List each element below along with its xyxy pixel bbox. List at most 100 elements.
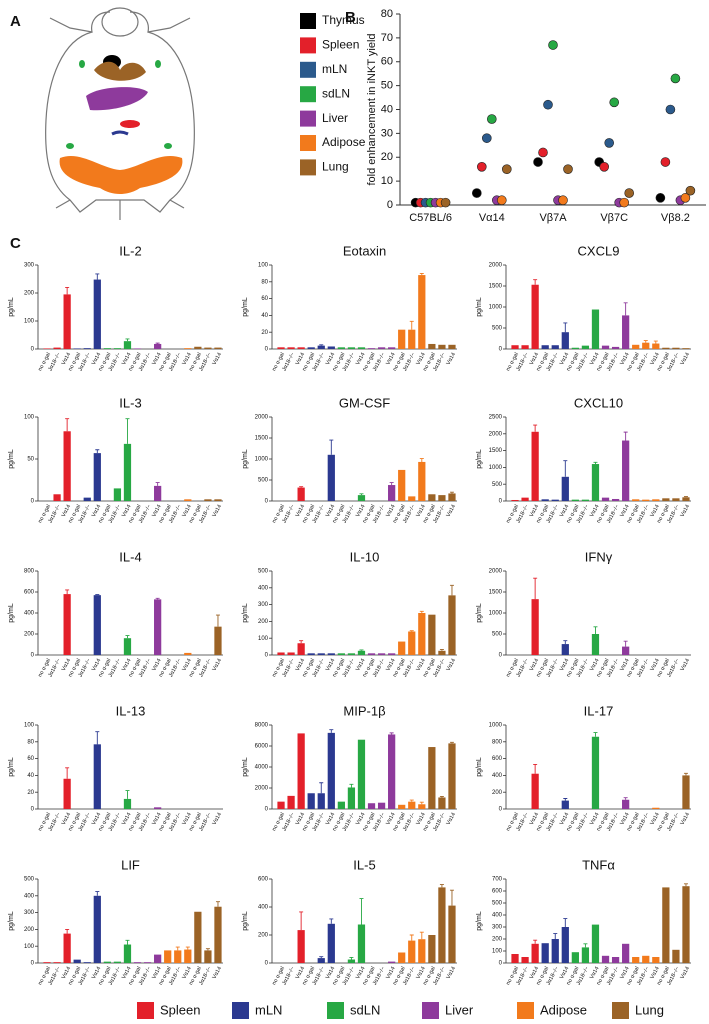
y-tick-label: 30 xyxy=(381,127,393,139)
bar xyxy=(601,955,610,963)
bar xyxy=(672,347,680,349)
x-tick-label: Vα14 xyxy=(446,966,457,980)
y-tick-label: 800 xyxy=(24,569,35,575)
bar xyxy=(93,895,101,963)
error-bar xyxy=(95,731,100,745)
bar xyxy=(63,294,71,349)
error-bar xyxy=(215,901,220,907)
bar xyxy=(511,345,519,349)
bar xyxy=(448,595,456,655)
y-tick-label: 0 xyxy=(31,807,35,813)
y-tick-label: 100 xyxy=(24,319,35,325)
y-tick-label: 400 xyxy=(258,905,269,911)
bar xyxy=(682,348,690,349)
bar xyxy=(184,652,192,655)
error-bar xyxy=(653,340,658,344)
y-axis-label: pg/mL xyxy=(476,449,483,469)
y-tick-label: 50 xyxy=(381,80,393,92)
bar xyxy=(214,499,222,501)
bar xyxy=(521,957,529,963)
panel-label: C xyxy=(10,235,21,252)
y-tick-label: 0 xyxy=(499,961,503,967)
bar xyxy=(347,787,356,809)
y-axis-label: pg/mL xyxy=(476,603,483,623)
bar xyxy=(398,952,406,963)
x-tick-label: Vα14 xyxy=(559,352,570,366)
y-tick-label: 0 xyxy=(265,499,269,505)
y-tick-label: 1500 xyxy=(489,590,503,596)
bar xyxy=(531,599,539,655)
bar xyxy=(327,653,335,655)
error-bar xyxy=(623,302,628,316)
error-bar xyxy=(299,640,304,644)
x-tick-label: Vα14 xyxy=(680,966,691,980)
bar xyxy=(408,940,416,963)
chart-title: IL-4 xyxy=(119,549,141,564)
y-tick-label: 2000 xyxy=(255,786,269,792)
bar xyxy=(388,347,396,349)
y-tick-label: 60 xyxy=(261,296,268,302)
error-bar xyxy=(65,928,70,934)
sdln xyxy=(155,60,161,68)
bar xyxy=(622,799,630,809)
x-tick-label: Vα14 xyxy=(91,352,102,366)
chart-title: CXCL9 xyxy=(578,243,620,258)
error-bar xyxy=(683,772,688,776)
y-tick-label: 200 xyxy=(24,291,35,297)
error-bar xyxy=(65,286,70,295)
y-tick-label: 800 xyxy=(492,739,503,745)
y-axis-label: pg/mL xyxy=(242,449,249,469)
x-tick-label: Vα14 xyxy=(91,812,102,826)
y-tick-label: 1000 xyxy=(489,723,503,729)
y-tick-label: 700 xyxy=(492,877,503,883)
y-tick-label: 600 xyxy=(492,889,503,895)
x-tick-label: Vα14 xyxy=(559,658,570,672)
bar xyxy=(357,347,366,349)
legend-swatch xyxy=(300,110,316,127)
y-tick-label: 400 xyxy=(492,913,503,919)
error-bar xyxy=(125,939,130,945)
bar xyxy=(398,804,406,809)
x-tick-label: Vβ7C xyxy=(600,212,628,224)
y-axis-label: pg/mL xyxy=(8,757,15,777)
x-tick-label: Vα14 xyxy=(355,504,366,518)
chart-title: CXCL10 xyxy=(574,395,623,410)
bar xyxy=(521,345,529,349)
bar xyxy=(531,943,539,963)
x-tick-label: Vα14 xyxy=(151,504,162,518)
bar xyxy=(642,955,650,963)
bar xyxy=(682,886,690,963)
chart-title: IL-13 xyxy=(116,703,146,718)
x-tick-label: Vα14 xyxy=(479,212,505,224)
bar xyxy=(448,905,456,963)
y-tick-label: 50 xyxy=(27,457,34,463)
data-dot xyxy=(599,162,610,172)
y-tick-label: 40 xyxy=(261,313,268,319)
x-tick-label: Vα14 xyxy=(619,966,630,980)
bar xyxy=(561,644,569,655)
y-tick-label: 500 xyxy=(258,569,269,575)
chart-title: IL-5 xyxy=(353,857,375,872)
legend-swatch xyxy=(232,1002,249,1019)
bar xyxy=(317,653,325,655)
bar xyxy=(448,344,456,349)
bar xyxy=(307,653,315,655)
bar xyxy=(184,949,192,963)
bar xyxy=(511,954,519,963)
bar xyxy=(418,939,426,963)
error-bar xyxy=(533,764,538,774)
y-tick-label: 1000 xyxy=(489,465,503,471)
bar xyxy=(652,499,660,501)
bar xyxy=(398,329,406,349)
x-tick-label: Vα14 xyxy=(680,812,691,826)
x-tick-label: Vα14 xyxy=(589,504,600,518)
bar xyxy=(63,778,71,809)
data-dot xyxy=(533,157,543,167)
legend-swatch xyxy=(300,37,316,54)
x-tick-label: Vα14 xyxy=(559,504,570,518)
y-tick-label: 100 xyxy=(258,636,269,642)
error-bar xyxy=(319,782,324,794)
x-tick-label: Vα14 xyxy=(151,966,162,980)
bar xyxy=(601,497,610,501)
bar xyxy=(662,887,670,963)
